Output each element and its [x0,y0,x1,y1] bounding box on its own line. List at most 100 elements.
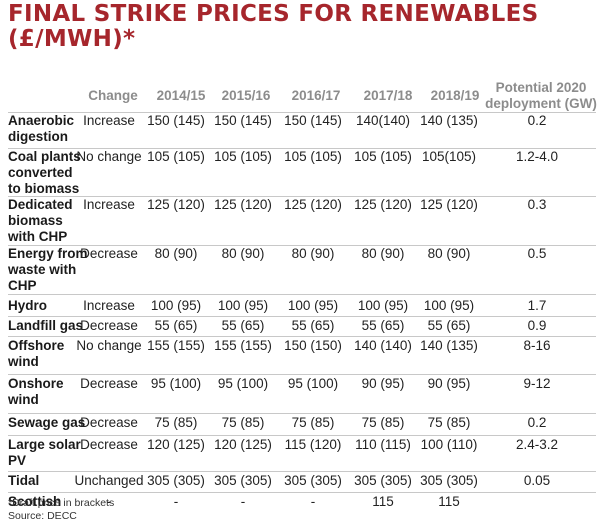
table-row: Scottish - - - - 115 115 [8,471,596,509]
cell-y4: 110 (115) [355,437,411,452]
cell-change: No change [76,338,142,353]
table-row: Landfill gas Decrease 55 (65) 55 (65) 55 (65… [8,294,596,333]
cell-change: Decrease [80,415,138,430]
header-2014-15: 2014/15 [156,88,206,103]
table-row: Sewage gas Decrease 75 (85) 75 (85) 75 (85) 7… [8,374,596,430]
cell-y3: 95 (100) [287,376,339,391]
cell-deployment: 0.9 [527,318,547,333]
cell-y5: 105(105) [421,149,477,164]
cell-y3: 125 (120) [284,197,342,212]
cell-change: No change [76,149,142,164]
header-2018-19: 2018/19 [430,88,480,103]
cell-y1: 155 (155) [147,338,205,353]
cell-y5: 100 (110) [420,437,478,452]
cell-y2: - [240,494,246,509]
footnote: *Draft price in brackets [8,497,115,509]
cell-deployment: 8-16 [523,338,551,353]
table-row: Coal plants converted to biomass No chang… [8,112,596,196]
cell-y3: 115 (120) [284,437,342,452]
cell-y1: 100 (95) [150,298,202,313]
cell-deployment: 2.4-3.2 [515,437,559,452]
cell-y4: 140 (140) [354,338,412,353]
table-row: Dedicated biomass with CHP Increase 125 (1… [8,148,596,244]
cell-deployment: 0.3 [527,197,547,212]
cell-y1: 95 (100) [150,376,202,391]
cell-y2: 120 (125) [214,437,272,452]
cell-y3: 305 (305) [284,473,342,488]
cell-y5: 125 (120) [420,197,478,212]
cell-y4: 55 (65) [361,318,405,333]
cell-y2: 100 (95) [217,298,269,313]
cell-y1: 125 (120) [147,197,205,212]
cell-y4: 100 (95) [357,298,409,313]
table-row: Offshore wind No change 155 (155) 155 (155)… [8,316,596,369]
cell-y4: 115 [372,494,394,509]
header-2015-16: 2015/16 [221,88,271,103]
cell-y2: 125 (120) [214,197,272,212]
cell-y2: 95 (100) [217,376,269,391]
cell-change: - [106,494,112,509]
cell-y3: 100 (95) [287,298,339,313]
cell-y2: 55 (65) [221,318,265,333]
cell-y4: 80 (90) [361,246,405,261]
cell-y1: 75 (85) [154,415,198,430]
row-label: Scottish [8,494,62,509]
cell-y5: 305 (305) [420,473,478,488]
cell-change: Decrease [80,437,138,452]
cell-change: Decrease [80,246,138,261]
row-label: Dedicated biomass with CHP [8,197,73,244]
cell-y2: 150 (145) [214,113,272,128]
cell-y5: 55 (65) [427,318,471,333]
cell-y5: 115 [438,494,460,509]
header-2016-17: 2016/17 [291,88,341,103]
table-row: Hydro Increase 100 (95) 100 (95) 100 (95) 100… [8,245,596,313]
header-deployment: Potential 2020 deployment (GW) [485,80,597,111]
cell-y2: 80 (90) [221,246,265,261]
cell-y2: 105 (105) [214,149,272,164]
cell-y3: 75 (85) [291,415,335,430]
table-row: Energy from waste with CHP Decrease 80 (90… [8,196,596,293]
cell-y2: 305 (305) [214,473,272,488]
cell-change: Increase [83,298,135,313]
cell-deployment: 9-12 [523,376,551,391]
cell-y3: 80 (90) [291,246,335,261]
cell-y1: 80 (90) [154,246,198,261]
cell-y3: 55 (65) [291,318,335,333]
cell-deployment: 1.2-4.0 [515,149,559,164]
cell-y4: 125 (120) [354,197,412,212]
row-label: Offshore wind [8,338,65,369]
cell-y1: 105 (105) [147,149,205,164]
cell-y1: 120 (125) [147,437,205,452]
table-row: Tidal Unchanged 305 (305) 305 (305) 305 (305… [8,435,596,488]
table-row: Anaerobic digestion Increase 150 (145) 150 … [8,111,596,144]
row-label: Energy from waste with CHP [8,246,88,293]
cell-y3: - [310,494,316,509]
cell-change: Increase [83,197,135,212]
cell-deployment: 0.2 [527,415,547,430]
row-label: Hydro [8,298,48,313]
cell-y5: 80 (90) [427,246,471,261]
cell-y5: 140 (135) [420,113,478,128]
cell-y1: 305 (305) [147,473,205,488]
cell-y3: 150 (150) [284,338,342,353]
cell-y2: 155 (155) [214,338,272,353]
source: Source: DECC [8,510,77,522]
cell-y3: 150 (145) [284,113,342,128]
header-change: Change [88,88,138,103]
cell-y4: 105 (105) [354,149,412,164]
cell-y1: 150 (145) [147,113,205,128]
table-row: Onshore wind Decrease 95 (100) 95 (100) 95 (… [8,336,596,407]
cell-deployment: 1.7 [527,298,547,313]
cell-y3: 105 (105) [284,149,342,164]
cell-y4: 75 (85) [361,415,405,430]
row-label: Sewage gas [8,415,86,430]
cell-y1: 55 (65) [154,318,198,333]
row-label: Landfill gas [8,318,84,333]
row-label: Tidal [8,473,40,488]
cell-deployment: 0.05 [523,473,551,488]
table-title: FINAL STRIKE PRICES FOR RENEWABLES (£/MW… [8,1,539,52]
row-label: Onshore wind [8,376,64,407]
table-row: Large solar PV Decrease 120 (125) 120 (125)… [8,413,596,468]
cell-y5: 90 (95) [427,376,471,391]
row-label: Anaerobic digestion [8,113,75,144]
